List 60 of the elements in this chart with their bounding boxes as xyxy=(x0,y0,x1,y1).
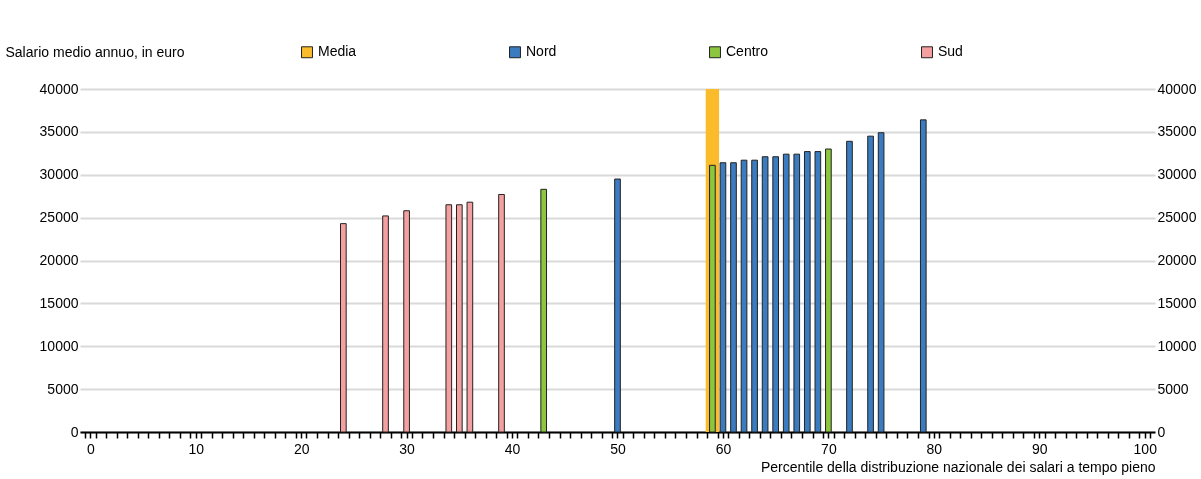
x-tick-label: 20 xyxy=(293,440,310,457)
y2-tick-label: 30000 xyxy=(1157,166,1197,183)
y-axis-title: Salario medio annuo, in euro xyxy=(5,43,185,60)
y-tick-label: 30000 xyxy=(39,166,79,183)
bar xyxy=(846,140,853,433)
x-tick-label: 30 xyxy=(399,440,416,457)
x-tick-label: 50 xyxy=(610,440,626,457)
y2-tick-label: 25000 xyxy=(1157,209,1197,226)
y-tick-label: 0 xyxy=(70,423,79,440)
legend-label: Sud xyxy=(938,43,963,60)
bar xyxy=(919,119,927,433)
y-tick-label: 10000 xyxy=(39,337,79,354)
bar xyxy=(382,215,389,433)
x-tick-label: 80 xyxy=(926,440,943,457)
bar xyxy=(740,159,748,433)
bar xyxy=(730,162,737,433)
x-tick-label: 0 xyxy=(86,440,95,457)
y2-tick-label: 35000 xyxy=(1157,123,1197,140)
y2-tick-label: 5000 xyxy=(1157,380,1189,397)
x-tick-label: 100 xyxy=(1133,440,1158,457)
y-tick-label: 15000 xyxy=(39,294,79,311)
y2-tick-label: 15000 xyxy=(1157,294,1197,311)
bar xyxy=(709,164,716,433)
x-tick-label: 60 xyxy=(715,440,732,457)
bar xyxy=(793,153,801,433)
x-tick-label: 90 xyxy=(1031,440,1048,457)
y2-tick-label: 40000 xyxy=(1157,80,1197,97)
bar xyxy=(456,204,463,433)
bar xyxy=(445,204,453,433)
bar xyxy=(540,188,548,433)
x-tick-label: 40 xyxy=(504,440,521,457)
x-tick-label: 70 xyxy=(821,440,837,457)
bar xyxy=(719,162,727,433)
bar xyxy=(803,151,811,433)
bar xyxy=(403,210,410,433)
y2-tick-label: 0 xyxy=(1157,423,1166,440)
bar xyxy=(761,156,769,433)
y-tick-label: 25000 xyxy=(39,209,79,226)
y2-tick-label: 20000 xyxy=(1157,252,1197,268)
bar xyxy=(814,151,822,433)
y-tick-label: 5000 xyxy=(47,380,79,397)
bar xyxy=(340,223,347,433)
y-tick-label: 40000 xyxy=(39,80,79,97)
bar xyxy=(466,201,474,433)
legend-label: Nord xyxy=(526,43,557,60)
y-tick-label: 35000 xyxy=(39,123,79,140)
bar xyxy=(867,135,874,433)
bar xyxy=(751,159,758,433)
legend-label: Media xyxy=(318,43,357,60)
bar xyxy=(772,156,779,433)
bar xyxy=(614,178,621,433)
x-axis-title: Percentile della distribuzione nazionale dei salari a tempo pieno xyxy=(760,458,1156,475)
bar xyxy=(498,193,505,433)
x-tick-label: 10 xyxy=(188,440,205,457)
bar xyxy=(877,132,885,433)
y-tick-label: 20000 xyxy=(39,252,79,268)
legend-label: Centro xyxy=(726,43,769,60)
bar xyxy=(782,153,790,433)
y2-tick-label: 10000 xyxy=(1157,337,1197,354)
bar xyxy=(825,148,832,433)
